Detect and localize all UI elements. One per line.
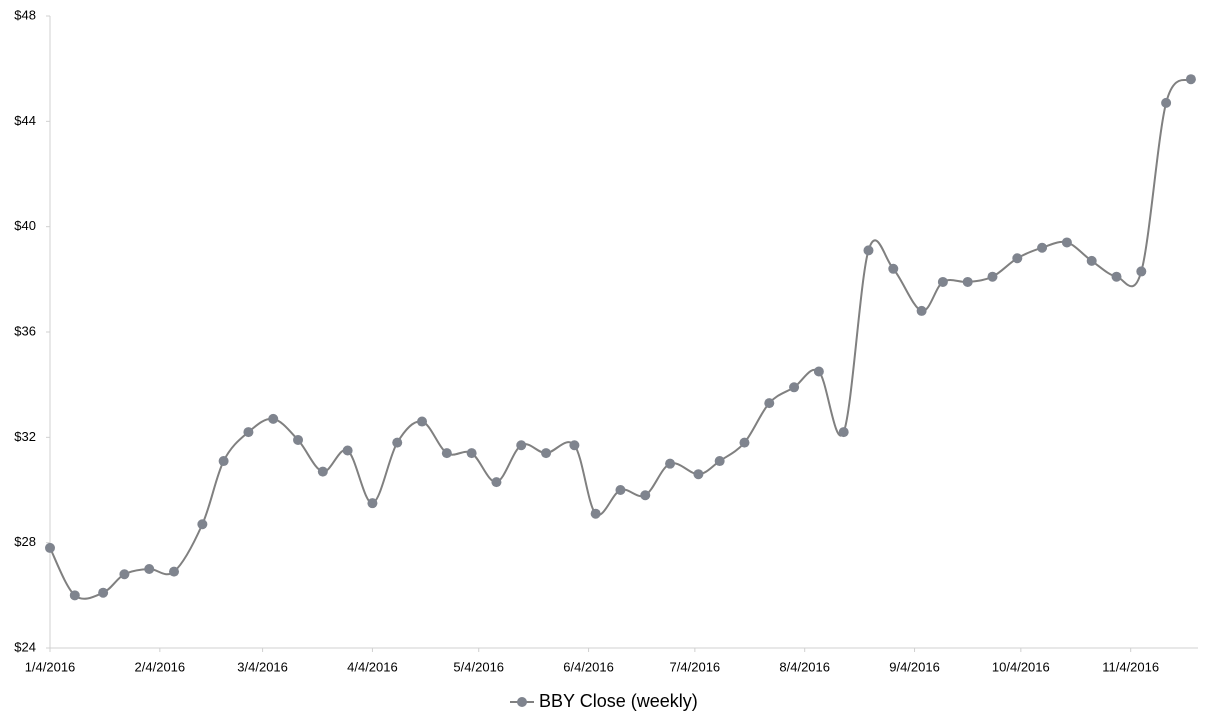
data-point <box>916 305 927 316</box>
data-point <box>1012 253 1023 264</box>
data-point <box>1111 271 1122 282</box>
x-tick-label: 1/4/2016 <box>25 659 76 674</box>
x-tick-label: 11/4/2016 <box>1102 659 1159 674</box>
data-point <box>714 456 725 467</box>
x-tick-label: 5/4/2016 <box>453 659 504 674</box>
data-point <box>218 456 229 467</box>
data-point <box>98 587 109 598</box>
data-point <box>1161 97 1172 108</box>
x-tick-label: 8/4/2016 <box>779 659 830 674</box>
data-point <box>962 276 973 287</box>
data-point <box>764 398 775 409</box>
data-point <box>1086 255 1097 266</box>
data-point <box>693 469 704 480</box>
x-tick-label: 2/4/2016 <box>135 659 186 674</box>
data-point <box>367 498 378 509</box>
data-point <box>144 564 155 574</box>
data-point <box>838 427 849 438</box>
data-point <box>541 448 552 459</box>
x-tick-label: 6/4/2016 <box>563 659 614 674</box>
data-point <box>197 519 208 530</box>
x-tick-label: 3/4/2016 <box>237 659 288 674</box>
x-tick-label: 9/4/2016 <box>889 659 940 674</box>
data-point <box>417 416 428 427</box>
data-point <box>665 458 676 469</box>
legend-text: BBY Close (weekly) <box>539 691 698 711</box>
data-point <box>937 276 948 287</box>
data-point <box>863 245 874 256</box>
legend-marker <box>517 697 527 707</box>
data-point <box>491 477 502 488</box>
data-point <box>516 440 527 451</box>
data-point <box>45 542 55 553</box>
x-tick-label: 10/4/2016 <box>992 659 1050 674</box>
y-tick-label: $44 <box>14 113 36 128</box>
x-tick-label: 7/4/2016 <box>670 659 721 674</box>
data-point <box>789 382 800 393</box>
series-line <box>49 78 1192 600</box>
data-point <box>640 490 651 501</box>
data-point <box>739 437 750 448</box>
data-point <box>590 508 601 519</box>
data-point <box>392 437 403 448</box>
data-point <box>293 434 304 445</box>
data-point <box>569 440 580 451</box>
y-tick-label: $48 <box>14 7 36 22</box>
data-point <box>1185 74 1196 85</box>
y-tick-label: $24 <box>14 639 36 654</box>
data-point <box>119 569 130 580</box>
y-tick-label: $28 <box>14 534 36 549</box>
data-point <box>1037 242 1048 253</box>
data-point <box>1061 237 1072 248</box>
data-point <box>342 445 353 456</box>
y-tick-label: $36 <box>14 323 36 338</box>
data-point <box>441 448 452 459</box>
data-point <box>615 485 626 495</box>
data-point <box>69 590 80 601</box>
y-tick-label: $32 <box>14 429 36 444</box>
data-point <box>317 466 328 477</box>
data-point <box>888 263 899 274</box>
x-tick-label: 4/4/2016 <box>347 659 398 674</box>
data-point <box>987 271 998 282</box>
data-point <box>1136 266 1147 277</box>
data-point <box>268 413 279 424</box>
y-tick-label: $40 <box>14 218 36 233</box>
data-point <box>243 427 254 438</box>
data-point <box>169 566 180 577</box>
data-point <box>813 366 824 377</box>
data-point <box>466 448 477 459</box>
